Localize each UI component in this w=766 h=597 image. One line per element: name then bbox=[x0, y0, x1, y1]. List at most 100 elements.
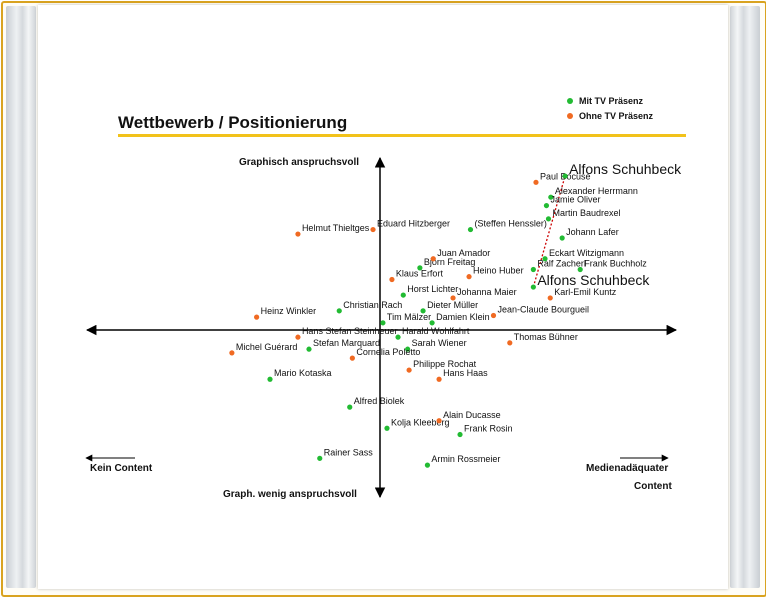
legend-dot-orange bbox=[567, 112, 573, 119]
point-label-michel-guerard: Michel Guérard bbox=[236, 342, 298, 352]
point-stefan-marquard bbox=[306, 346, 312, 352]
schuhbeck-trend-arrow bbox=[532, 175, 566, 288]
point-bjorn-freitag bbox=[417, 265, 423, 271]
point-label-alfons-schuhbeck: Alfons Schuhbeck bbox=[569, 161, 682, 177]
point-juan-amador bbox=[430, 256, 436, 262]
point-karl-emil-kuntz bbox=[547, 295, 553, 301]
point-label-frank-buchholz: Frank Buchholz bbox=[584, 258, 647, 268]
point-thomas-buhner bbox=[507, 340, 513, 346]
point-label-thomas-buhner: Thomas Bühner bbox=[514, 332, 578, 342]
point-label-bjorn-freitag: Björn Freitag bbox=[424, 257, 476, 267]
point-johanna-maier bbox=[450, 295, 456, 301]
point-martin-baudrexel bbox=[545, 216, 552, 222]
point-ralf-zacherl bbox=[530, 266, 536, 273]
point-rainer-sass bbox=[317, 455, 323, 461]
point-label-heinz-winkler: Heinz Winkler bbox=[261, 306, 317, 316]
point-label-kolja-kleeberg: Kolja Kleeberg bbox=[391, 417, 450, 427]
point-label-stefan-marquard: Stefan Marquard bbox=[313, 338, 380, 348]
page-edge-right bbox=[730, 6, 760, 588]
slide-title: Wettbewerb / Positionierung bbox=[118, 113, 348, 132]
point-label-rainer-sass: Rainer Sass bbox=[324, 447, 374, 457]
point-label-hans-stefan-steinheuer: Hans Stefan Steinheuer bbox=[302, 326, 398, 336]
point-heino-huber bbox=[466, 274, 472, 280]
point-label-jean-claude-bourgueil: Jean-Claude Bourgueil bbox=[497, 305, 589, 315]
point-label-helmut-thieltges: Helmut Thieltges bbox=[302, 223, 370, 233]
point-alexander-herrmann bbox=[548, 194, 554, 200]
point-sarah-wiener bbox=[405, 346, 411, 352]
point-label-alain-ducasse: Alain Ducasse bbox=[443, 410, 501, 420]
legend: Mit TV Präsenz Ohne TV Präsenz bbox=[567, 93, 653, 123]
point-philippe-rochat bbox=[406, 367, 412, 373]
point-label-sarah-wiener: Sarah Wiener bbox=[412, 338, 467, 348]
point-alfons-schuhbeck bbox=[562, 173, 568, 179]
legend-item-no-tv: Ohne TV Präsenz bbox=[567, 108, 653, 123]
point-helmut-thieltges bbox=[295, 231, 301, 237]
point-label-tim-malzer: Tim Mälzer bbox=[387, 312, 431, 322]
axis-label-right-1: Medienadäquater bbox=[586, 463, 669, 474]
point-label-jamie-oliver: Jamie Oliver bbox=[550, 195, 600, 205]
point-armin-rossmeier bbox=[424, 462, 431, 468]
point-label-johann-lafer: Johann Lafer bbox=[566, 227, 619, 237]
point-label-hans-haas: Hans Haas bbox=[443, 368, 488, 378]
point-alain-ducasse bbox=[436, 418, 442, 424]
point-label-damien-klein: Damien Klein bbox=[436, 312, 490, 322]
point-label-klaus-erfort: Klaus Erfort bbox=[396, 269, 444, 279]
legend-label-tv: Mit TV Präsenz bbox=[579, 95, 644, 106]
point-mario-kotaska bbox=[267, 376, 273, 382]
point-alfons-schuhbeck bbox=[530, 284, 536, 290]
point-label-eckart-witzigmann: Eckart Witzigmann bbox=[549, 248, 624, 258]
point-cornelia-poletto bbox=[349, 355, 355, 361]
point-heinz-winkler bbox=[254, 314, 260, 320]
point-label-horst-lichter: Horst Lichter bbox=[407, 284, 458, 294]
axis-label-left: Kein Content bbox=[90, 463, 153, 474]
annotations-layer bbox=[532, 175, 566, 288]
point-label-frank-rosin: Frank Rosin bbox=[464, 424, 513, 434]
point-paul-bocuse bbox=[533, 179, 539, 185]
point-hans-stefan-steinheuer bbox=[295, 334, 301, 340]
point-label-armin-rossmeier: Armin Rossmeier bbox=[431, 454, 500, 464]
point-label-juan-amador: Juan Amador bbox=[437, 248, 490, 258]
point-label-heino-huber: Heino Huber bbox=[473, 266, 524, 276]
point-dieter-muller bbox=[420, 308, 426, 314]
point-klaus-erfort bbox=[389, 276, 395, 283]
point-label-mario-kotaska: Mario Kotaska bbox=[274, 368, 332, 378]
point-jean-claude-bourgueil bbox=[490, 312, 497, 319]
point-frank-buchholz bbox=[577, 266, 583, 273]
point-label-johanna-maier: Johanna Maier bbox=[457, 287, 517, 297]
point-johann-lafer bbox=[559, 235, 565, 241]
point-jamie-oliver bbox=[543, 202, 550, 209]
point-label-christian-rach: Christian Rach bbox=[343, 300, 402, 310]
point-kolja-kleeberg bbox=[384, 425, 390, 431]
axis-label-top: Graphisch anspruchsvoll bbox=[239, 157, 360, 168]
title-underline bbox=[118, 134, 686, 137]
point-damien-klein bbox=[429, 320, 435, 326]
point-eckart-witzigmann bbox=[542, 256, 548, 262]
point-label-cornelia-poletto: Cornelia Poletto bbox=[356, 347, 420, 357]
point-harald-wohlfahrt bbox=[395, 334, 401, 340]
point-alfred-biolek bbox=[347, 404, 353, 410]
point-label-martin-baudrexel: Martin Baudrexel bbox=[552, 208, 620, 218]
point-label-eduard-hitzberger: Eduard Hitzberger bbox=[377, 219, 450, 229]
point-hans-haas bbox=[436, 376, 442, 382]
legend-label-no-tv: Ohne TV Präsenz bbox=[579, 110, 654, 121]
point-michel-guerard bbox=[229, 350, 235, 356]
point-label-ralf-zacherl: Ralf Zacherl bbox=[537, 258, 586, 268]
point-label-dieter-muller: Dieter Müller bbox=[427, 300, 478, 310]
point-label-steffen-henssler: (Steffen Henssler) bbox=[475, 219, 547, 229]
point-label-philippe-rochat: Philippe Rochat bbox=[413, 359, 477, 369]
point-frank-rosin bbox=[457, 431, 463, 438]
point-label-alfred-biolek: Alfred Biolek bbox=[354, 396, 405, 406]
point-christian-rach bbox=[336, 308, 342, 314]
page-edge-left bbox=[6, 6, 36, 588]
legend-dot-green bbox=[567, 97, 573, 104]
point-label-harald-wohlfahrt: Harald Wohlfahrt bbox=[402, 326, 470, 336]
point-steffen-henssler bbox=[467, 226, 474, 233]
point-label-alfons-schuhbeck: Alfons Schuhbeck bbox=[537, 272, 650, 288]
point-label-karl-emil-kuntz: Karl-Emil Kuntz bbox=[554, 287, 617, 297]
legend-item-tv: Mit TV Präsenz bbox=[567, 93, 653, 108]
axis-label-right-2: Content bbox=[634, 481, 672, 492]
point-horst-lichter bbox=[400, 292, 406, 298]
point-label-alexander-herrmann: Alexander Herrmann bbox=[555, 186, 638, 196]
point-eduard-hitzberger bbox=[370, 226, 376, 233]
